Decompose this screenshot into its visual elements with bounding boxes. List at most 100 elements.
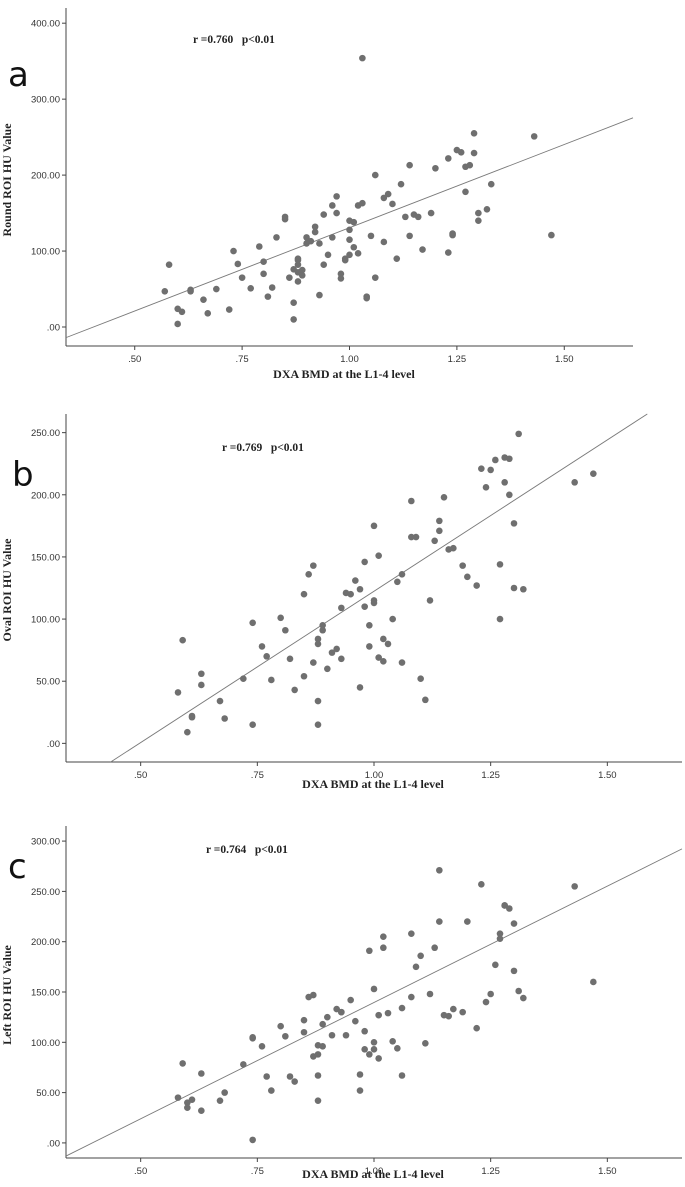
data-point bbox=[316, 291, 323, 299]
x-tick-label: .50 bbox=[128, 354, 141, 365]
data-point bbox=[450, 1005, 457, 1013]
data-point bbox=[444, 249, 452, 256]
x-tick-label: 1.00 bbox=[365, 770, 384, 781]
data-point bbox=[198, 1107, 205, 1115]
data-point bbox=[240, 675, 247, 683]
data-point bbox=[366, 1051, 373, 1058]
scatter-panel-c: c r =0.764 p<0.01 DXA BMD at the L1-4 le… bbox=[0, 826, 683, 1181]
data-point bbox=[255, 243, 263, 250]
data-point bbox=[165, 261, 173, 269]
data-point bbox=[367, 232, 375, 240]
x-tick-label: 1.00 bbox=[365, 1166, 384, 1177]
data-point bbox=[406, 232, 413, 240]
data-point bbox=[310, 659, 317, 666]
data-point bbox=[432, 164, 439, 172]
data-point bbox=[440, 493, 448, 501]
data-point bbox=[347, 590, 354, 598]
data-point bbox=[314, 1097, 322, 1104]
data-point bbox=[282, 1032, 289, 1040]
data-point bbox=[466, 161, 474, 169]
data-point bbox=[426, 990, 434, 998]
panel-label: b bbox=[12, 455, 34, 495]
data-point bbox=[316, 240, 323, 247]
data-point bbox=[444, 155, 452, 162]
data-point bbox=[268, 1087, 275, 1094]
data-point bbox=[198, 681, 205, 689]
data-point bbox=[462, 188, 469, 196]
y-tick-label: 100.00 bbox=[31, 615, 60, 626]
data-point bbox=[496, 561, 504, 568]
data-point bbox=[406, 161, 413, 169]
data-point bbox=[184, 728, 191, 736]
data-point bbox=[354, 250, 362, 257]
data-point bbox=[352, 1017, 359, 1025]
data-point bbox=[408, 930, 415, 937]
data-point bbox=[380, 238, 388, 246]
data-point bbox=[449, 231, 456, 239]
data-point bbox=[473, 1024, 480, 1032]
data-point bbox=[277, 1022, 284, 1030]
data-point bbox=[198, 670, 205, 678]
data-point bbox=[366, 643, 373, 650]
data-point bbox=[417, 952, 424, 960]
data-point bbox=[263, 1073, 270, 1080]
data-point bbox=[337, 275, 345, 282]
data-point bbox=[408, 993, 415, 1001]
data-point bbox=[305, 571, 312, 578]
data-point bbox=[359, 54, 366, 62]
data-point bbox=[319, 1020, 326, 1028]
data-point bbox=[342, 1031, 350, 1039]
data-point bbox=[422, 1040, 429, 1047]
data-point bbox=[311, 228, 319, 236]
y-axis-label: Oval ROI HU Value bbox=[0, 538, 14, 642]
data-point bbox=[184, 1099, 191, 1106]
data-point bbox=[294, 278, 302, 285]
data-point bbox=[457, 149, 465, 156]
data-point bbox=[290, 316, 297, 323]
data-point bbox=[346, 236, 353, 243]
data-point bbox=[225, 306, 233, 313]
data-point bbox=[178, 308, 186, 316]
data-point bbox=[249, 721, 256, 729]
data-point bbox=[221, 1089, 228, 1096]
data-point bbox=[346, 226, 353, 234]
data-point bbox=[310, 991, 317, 999]
data-point bbox=[324, 251, 332, 259]
data-point bbox=[258, 643, 266, 650]
data-point bbox=[361, 603, 368, 610]
data-point bbox=[300, 590, 308, 598]
data-point bbox=[356, 585, 364, 593]
y-tick-label: 400.00 bbox=[31, 19, 60, 30]
correlation-annotation: r =0.760 p<0.01 bbox=[193, 34, 275, 46]
data-point bbox=[412, 963, 420, 971]
scatter-panel-a: a r =0.760 p<0.01 DXA BMD at the L1-4 le… bbox=[0, 8, 634, 381]
data-point bbox=[419, 246, 426, 253]
data-point bbox=[384, 190, 392, 198]
data-point bbox=[398, 659, 406, 666]
data-point bbox=[397, 180, 405, 188]
data-point bbox=[188, 712, 196, 720]
y-tick-label: 250.00 bbox=[31, 887, 60, 898]
y-tick-label: 150.00 bbox=[31, 988, 60, 999]
data-point bbox=[184, 1104, 191, 1111]
data-point bbox=[221, 715, 228, 722]
y-tick-label: 50.00 bbox=[36, 677, 60, 688]
data-point bbox=[394, 1045, 401, 1052]
data-point bbox=[520, 585, 527, 593]
data-point bbox=[422, 696, 429, 704]
data-point bbox=[370, 1046, 378, 1053]
data-point bbox=[380, 944, 387, 952]
y-tick-label: .00 bbox=[47, 1138, 60, 1149]
data-point bbox=[234, 260, 242, 268]
correlation-annotation: r =0.764 p<0.01 bbox=[206, 844, 288, 856]
data-point bbox=[470, 130, 478, 137]
data-point bbox=[263, 653, 270, 660]
data-point bbox=[319, 621, 326, 629]
data-point bbox=[320, 261, 328, 269]
data-point bbox=[445, 1012, 452, 1020]
data-point bbox=[277, 614, 284, 622]
data-point bbox=[506, 905, 513, 912]
data-point bbox=[464, 918, 471, 925]
data-point bbox=[370, 1039, 378, 1046]
